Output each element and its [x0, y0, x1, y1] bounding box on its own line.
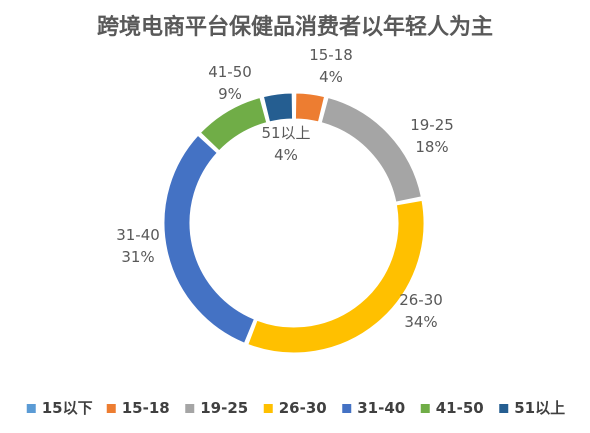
- data-label-percent-26-30: 34%: [404, 313, 437, 331]
- legend-marker-15-18: [106, 404, 116, 413]
- legend-marker-19-25: [185, 404, 195, 413]
- legend-label-41-50: 41-50: [436, 399, 484, 417]
- data-label-category-31-40: 31-40: [116, 226, 160, 244]
- legend-marker-41-50: [420, 404, 430, 413]
- chart-title: 跨境电商平台保健品消费者以年轻人为主: [97, 14, 493, 40]
- doughnut-slices: [163, 92, 425, 354]
- legend-label-19-25: 19-25: [200, 399, 248, 417]
- slice-26-30: [247, 199, 425, 354]
- legend-marker-26-30: [263, 404, 273, 413]
- data-labels: 15-18 4% 19-25 18% 26-30 34% 31-40 31% 41-50 9% 51…: [116, 46, 454, 331]
- data-label-category-15-18: 15-18: [309, 46, 353, 64]
- legend-marker-51: [499, 404, 509, 413]
- legend-item-26-30: 26-30: [263, 399, 327, 417]
- legend-label-15-18: 15-18: [122, 399, 170, 417]
- legend-item-19-25: 19-25: [185, 399, 248, 417]
- legend-item-31-40: 31-40: [342, 399, 405, 417]
- legend: 15以下 15-18 19-25 26-30 31-40 41-50 51以上: [26, 399, 565, 417]
- data-label-category-26-30: 26-30: [399, 291, 443, 309]
- legend-marker-31-40: [342, 404, 352, 413]
- legend-item-51: 51以上: [499, 399, 565, 417]
- legend-label-26-30: 26-30: [279, 399, 327, 417]
- slice-31-40: [163, 134, 256, 344]
- data-label-category-41-50: 41-50: [208, 63, 252, 81]
- slice-51: [262, 92, 294, 123]
- legend-item-15-18: 15-18: [106, 399, 170, 417]
- legend-label-31-40: 31-40: [357, 399, 405, 417]
- data-label-percent-41-50: 9%: [218, 85, 242, 103]
- slice-15-18: [294, 92, 326, 123]
- data-label-percent-51: 4%: [274, 146, 298, 164]
- legend-item-41-50: 41-50: [420, 399, 484, 417]
- legend-label-51: 51以上: [514, 399, 565, 417]
- data-label-category-51: 51以上: [261, 124, 310, 142]
- data-label-percent-19-25: 18%: [415, 138, 448, 156]
- legend-marker-15: [26, 404, 36, 413]
- slice-41-50: [199, 96, 268, 152]
- legend-item-15: 15以下: [26, 399, 93, 417]
- legend-label-15: 15以下: [42, 399, 93, 417]
- data-label-category-19-25: 19-25: [410, 116, 454, 134]
- slice-19-25: [320, 96, 422, 203]
- data-label-percent-31-40: 31%: [121, 248, 154, 266]
- data-label-percent-15-18: 4%: [319, 68, 343, 86]
